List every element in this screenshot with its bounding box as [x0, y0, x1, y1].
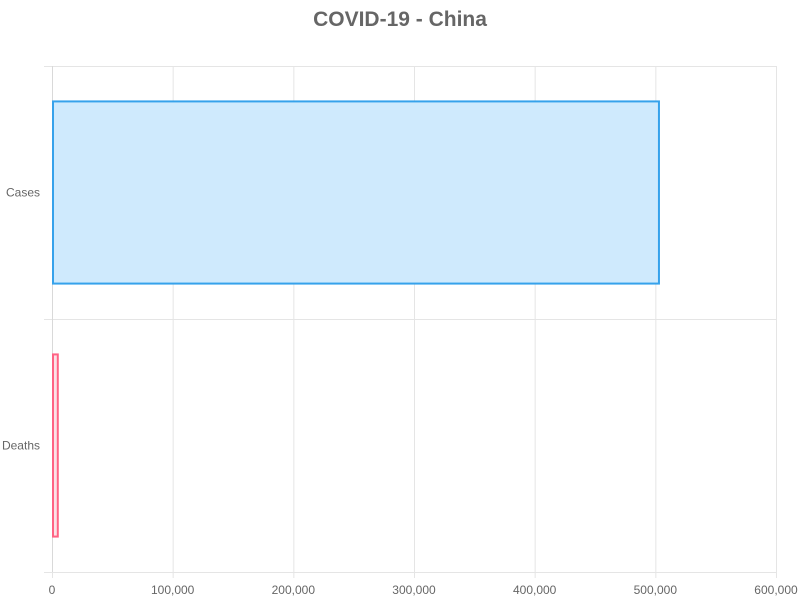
x-tick-label: 200,000 — [272, 583, 316, 597]
x-tick-label: 0 — [49, 583, 56, 597]
x-tick-label: 100,000 — [151, 583, 195, 597]
x-tick-label: 300,000 — [392, 583, 436, 597]
bars — [52, 100, 660, 538]
axis-labels: 0 100,000 200,000 300,000 400,000 500,000 600,… — [2, 186, 798, 598]
x-tick-label: 600,000 — [754, 583, 798, 597]
y-tick-label: Cases — [6, 186, 40, 200]
bar-deaths — [52, 353, 59, 538]
y-tick-label: Deaths — [2, 439, 40, 453]
bar-cases — [52, 100, 660, 285]
chart-title: COVID-19 - China — [313, 8, 487, 31]
x-tick-label: 400,000 — [513, 583, 557, 597]
x-tick-label: 500,000 — [634, 583, 678, 597]
